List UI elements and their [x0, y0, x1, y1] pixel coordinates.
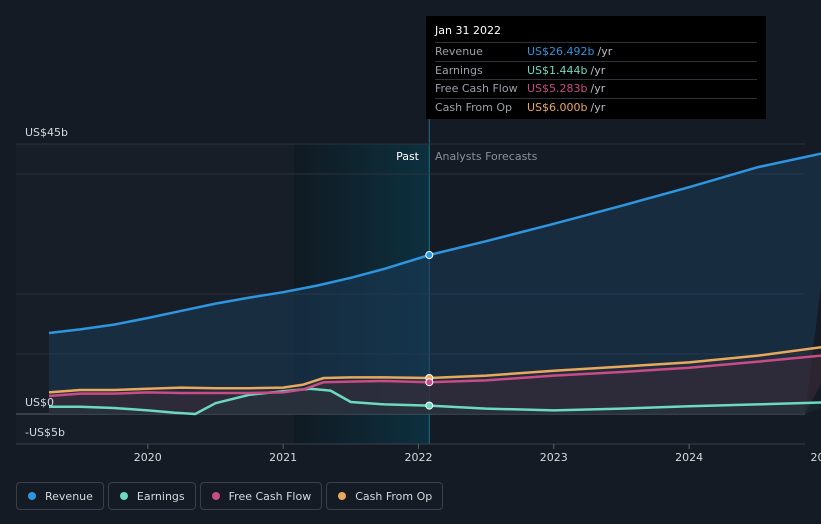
tooltip-date: Jan 31 2022 [435, 24, 757, 43]
tooltip-value: US$1.444b [527, 63, 588, 77]
cash-from-op-line [48, 346, 821, 394]
legend-label: Cash From Op [355, 489, 433, 503]
value-tooltip: Jan 31 2022 Revenue US$26.492b /yr Earni… [426, 16, 766, 119]
axis-labels: US$45b US$0 -US$5b 2020 2021 2022 2023 2024 2025 [25, 126, 821, 464]
legend-label: Earnings [136, 489, 185, 503]
revenue-line [48, 152, 821, 335]
earnings-line [49, 387, 821, 416]
legend-item-revenue[interactable]: Revenue [16, 482, 104, 510]
tooltip-label: Revenue [435, 45, 483, 58]
x-tick-label: 2022 [404, 451, 432, 464]
earnings-marker [425, 401, 434, 410]
free-cash-flow-area [49, 355, 821, 414]
tooltip-unit: /yr [590, 63, 606, 77]
x-tick-label: 2024 [675, 451, 703, 464]
revenue-area [49, 153, 821, 414]
legend-dot-icon [119, 492, 128, 500]
y-tick-label: US$45b [25, 126, 68, 139]
tooltip-value: US$6.000b [527, 100, 588, 114]
free-cash-flow-marker [425, 378, 434, 387]
tooltip-label: Earnings [435, 63, 483, 77]
legend-dot-icon [338, 492, 347, 500]
legend-dot-icon [28, 492, 36, 500]
tooltip-label: Free Cash Flow [435, 82, 518, 95]
tooltip-row-earnings: Earnings US$1.444b /yr [435, 62, 757, 80]
series-lines [48, 152, 821, 416]
tooltip-row-cash-from-op: Cash From Op US$6.000b /yr [435, 99, 757, 117]
legend-label: Free Cash Flow [228, 489, 312, 503]
x-tick-label: 2020 [134, 451, 162, 464]
tooltip-label: Cash From Op [435, 100, 513, 114]
tooltip-unit: /yr [590, 82, 606, 95]
tooltip-unit: /yr [590, 100, 606, 114]
x-tick-label: 2025 [810, 451, 821, 464]
legend-dot-icon [211, 492, 220, 500]
forecast-label: Analysts Forecasts [435, 150, 538, 163]
tooltip-row-free-cash-flow: Free Cash Flow US$5.283b /yr [435, 80, 757, 99]
chart-legend: Revenue Earnings Free Cash Flow Cash Fro… [16, 482, 444, 512]
tooltip-unit: /yr [597, 45, 613, 58]
x-tick-label: 2023 [540, 451, 568, 464]
y-tick-label: -US$5b [25, 426, 65, 439]
tooltip-value: US$5.283b [527, 82, 588, 95]
past-label: Past [396, 150, 420, 163]
revenue-marker [425, 251, 434, 259]
legend-item-free-cash-flow[interactable]: Free Cash Flow [199, 482, 323, 510]
current-value-markers [425, 251, 434, 410]
free-cash-flow-line [48, 354, 821, 398]
tooltip-row-revenue: Revenue US$26.492b /yr [435, 43, 757, 62]
tooltip-value: US$26.492b [527, 45, 595, 58]
legend-label: Revenue [45, 489, 93, 503]
earnings-area [49, 388, 821, 414]
legend-item-cash-from-op[interactable]: Cash From Op [326, 482, 444, 510]
legend-item-earnings[interactable]: Earnings [107, 482, 196, 510]
y-tick-label: US$0 [25, 396, 54, 409]
x-tick-label: 2021 [269, 451, 297, 464]
